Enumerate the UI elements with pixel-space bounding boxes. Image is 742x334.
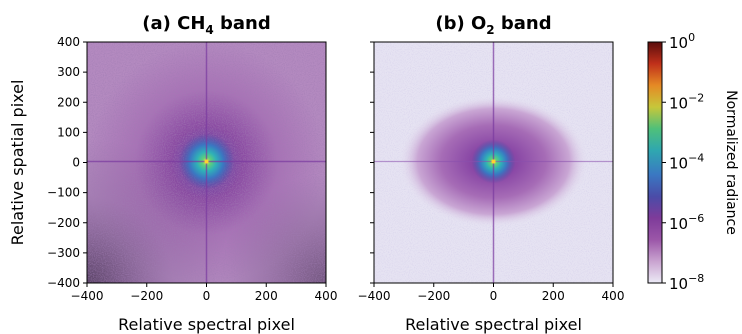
panel-b-xtick-label: 400: [602, 289, 625, 303]
colorbar: 100 10−2 10−4 10−6 10−8 Normalized radiance: [647, 31, 739, 293]
panel-a-ytick-label: −400: [47, 276, 80, 290]
panel-b-xtick-label: −400: [358, 289, 391, 303]
panel-b-ticks: −400 −200 0 200 400: [358, 41, 625, 303]
panel-a-xtick-label: −400: [71, 289, 104, 303]
panel-a-ytick-label: −200: [47, 216, 80, 230]
panel-b-xlabel: Relative spectral pixel: [405, 315, 582, 334]
colorbar-ticks: 100 10−2 10−4 10−6 10−8: [662, 31, 704, 293]
panel-b-xtick-label: −200: [417, 289, 450, 303]
panel-a-ytick-label: 0: [72, 156, 80, 170]
panel-a-xlabel: Relative spectral pixel: [118, 315, 295, 334]
panel-a-ytick-label: −300: [47, 246, 80, 260]
colorbar-tick-label: 10−6: [669, 212, 704, 233]
panel-b-title: (b) O2 band: [435, 13, 551, 37]
panel-a-heatmap: (a) CH4 band −400 −200 0 200 400 400 300 200 100…: [8, 13, 337, 334]
panel-a-xtick-label: 400: [315, 289, 338, 303]
panel-a-title: (a) CH4 band: [142, 13, 271, 37]
panel-a-ytick-label: 400: [57, 35, 80, 49]
colorbar-tick-label: 10−4: [669, 152, 704, 173]
colorbar-tick-label: 10−2: [669, 91, 704, 112]
panel-a-ylabel: Relative spatial pixel: [8, 80, 27, 246]
panel-a-ticks: −400 −200 0 200 400 400 300 200 100 0 −100 −200 −300…: [47, 35, 337, 303]
colorbar-gradient: [647, 41, 663, 284]
panel-a-ytick-label: 300: [57, 65, 80, 79]
panel-a-xtick-label: −200: [130, 289, 163, 303]
colorbar-label: Normalized radiance: [723, 90, 739, 235]
colorbar-tick-label: 100: [669, 31, 695, 52]
panel-b-peak: [491, 159, 496, 164]
panel-a-ytick-label: 100: [57, 125, 80, 139]
colorbar-tick-label: 10−8: [669, 272, 704, 293]
panel-a-peak: [204, 159, 209, 164]
panel-a-ytick-label: 200: [57, 95, 80, 109]
panel-b-xtick-label: 200: [542, 289, 565, 303]
panel-a-xtick-label: 200: [255, 289, 278, 303]
panel-a-xtick-label: 0: [203, 289, 211, 303]
panel-b-heatmap: (b) O2 band −400 −200 0 200 400 Relative spe…: [358, 13, 625, 334]
panel-a-ytick-label: −100: [47, 186, 80, 200]
panel-b-xtick-label: 0: [490, 289, 498, 303]
